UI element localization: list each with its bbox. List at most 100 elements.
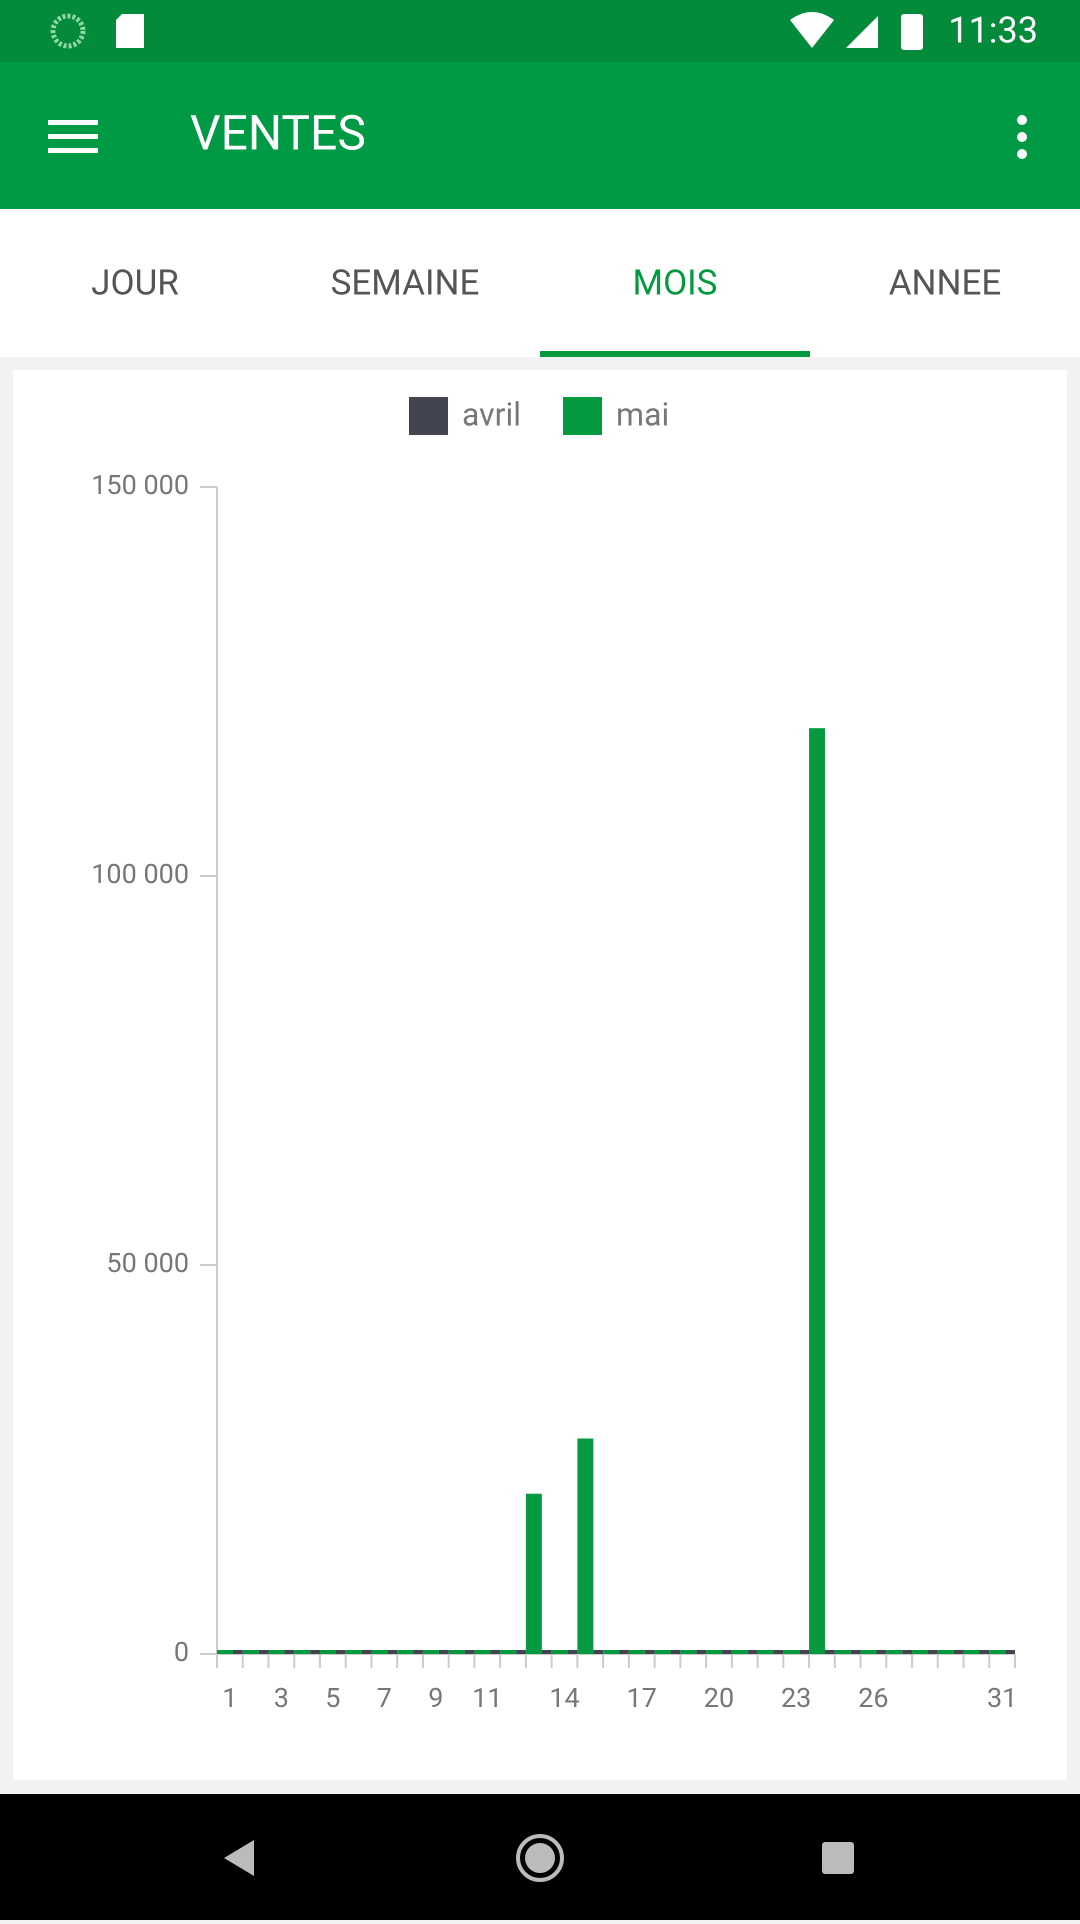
y-tick-label: 0 [174,1636,189,1668]
bar [603,1650,620,1654]
wifi-icon [790,12,834,48]
sd-icon [116,14,144,48]
bar [397,1650,414,1654]
home-button[interactable] [516,1834,564,1882]
bar [654,1650,671,1654]
bar [387,1650,398,1654]
bar [1005,1650,1015,1654]
battery-icon [901,14,923,50]
bar [294,1650,311,1654]
status-bar [0,0,1080,62]
x-tick-label: 14 [549,1682,579,1714]
bar [773,1650,784,1654]
bar [747,1650,758,1654]
bar [335,1650,346,1654]
status-icon [50,13,86,49]
bar [731,1650,748,1654]
tab[interactable]: SEMAINE [331,262,480,303]
x-tick-label: 31 [987,1682,1017,1714]
bar [825,1650,835,1654]
bar [577,1438,594,1654]
bar [490,1650,501,1654]
signal-icon [846,16,878,48]
x-tick-label: 26 [858,1682,888,1714]
bar [500,1650,517,1654]
bar [319,1650,336,1654]
bar [953,1650,964,1654]
bar [850,1650,861,1654]
bar [876,1650,887,1654]
x-tick-label: 23 [781,1682,811,1714]
bar [989,1650,1006,1654]
legend-label: avril [462,395,521,433]
bar [927,1650,938,1654]
menu-button[interactable] [48,120,98,153]
y-tick-label: 50 000 [106,1247,189,1279]
bar [783,1650,800,1654]
x-tick-label: 17 [627,1682,657,1714]
bar [628,1650,645,1654]
bar [567,1650,578,1654]
y-tick-label: 100 000 [91,858,189,890]
bar [757,1650,774,1654]
y-tick-label: 150 000 [91,469,189,501]
bar [680,1650,697,1654]
legend-swatch [409,397,448,435]
bar [448,1650,465,1654]
bar [670,1650,681,1654]
bar [644,1650,655,1654]
x-tick-label: 9 [428,1682,443,1714]
bar [438,1650,449,1654]
bar [593,1650,604,1654]
bar [268,1650,285,1654]
bar [860,1650,877,1654]
bar [464,1650,475,1654]
back-button[interactable] [224,1840,254,1876]
bar [413,1650,423,1654]
tab-bar [0,209,1080,357]
bar [242,1650,259,1654]
bar [696,1650,707,1654]
bar [551,1650,568,1654]
bar [809,728,826,1654]
app-bar [0,62,1080,209]
bar [422,1650,439,1654]
x-tick-label: 20 [704,1682,734,1714]
tab[interactable]: MOIS [633,262,718,303]
tab[interactable]: ANNEE [889,262,1002,303]
bar [963,1650,980,1654]
bar [525,1493,542,1654]
bar [474,1650,491,1654]
tab[interactable]: JOUR [91,262,179,303]
bar [371,1650,388,1654]
tab-indicator [540,351,810,357]
bar [361,1650,372,1654]
bar [937,1650,954,1654]
recents-button[interactable] [822,1842,854,1874]
bar [217,1650,233,1654]
bar [345,1650,362,1654]
legend-label: mai [616,395,669,433]
bar [799,1650,810,1654]
bar [834,1650,851,1654]
bar [706,1650,723,1654]
bar [516,1650,526,1654]
bar [619,1650,629,1654]
x-tick-label: 11 [472,1682,502,1714]
bar [902,1650,913,1654]
x-tick-label: 7 [377,1682,392,1714]
app-title: VENTES [190,105,366,162]
x-tick-label: 5 [325,1682,340,1714]
bar [232,1650,243,1654]
bar [258,1650,269,1654]
bar [284,1650,295,1654]
x-tick-label: 1 [222,1682,237,1714]
overflow-menu[interactable] [1017,115,1027,159]
legend-swatch [563,397,602,435]
status-time: 11:33 [948,10,1038,52]
bar [541,1650,552,1654]
bar [886,1650,903,1654]
bar [310,1650,320,1654]
